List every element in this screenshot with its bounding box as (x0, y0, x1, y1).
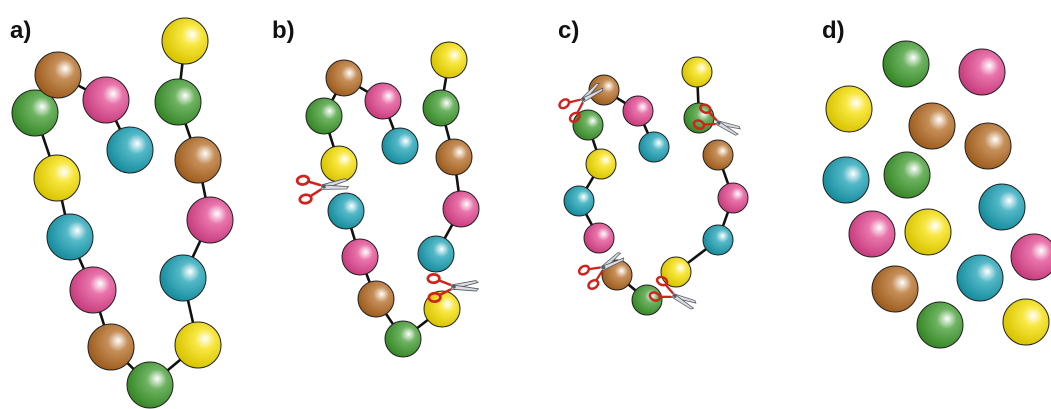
bead-icon-pink (442, 190, 480, 228)
bead-icon-green (154, 78, 202, 126)
bead-icon-brown (34, 51, 82, 99)
panel-label-a: a) (10, 17, 31, 44)
scissors-icon (426, 272, 480, 303)
bead-icon-green (882, 40, 930, 88)
bead-icon-yellow (174, 321, 222, 369)
bead-icon-pink (583, 222, 615, 254)
bead-icon-green (11, 89, 59, 137)
bead-icon-yellow (1002, 298, 1050, 346)
bead-icon-brown (702, 139, 734, 171)
bead-icon-yellow (660, 256, 692, 288)
bead-icon-cyan (638, 131, 670, 163)
scissors-icon (577, 252, 625, 290)
bead-icon-yellow (320, 145, 358, 183)
bead-icon-pink (958, 48, 1006, 96)
bead-icon-yellow (681, 56, 713, 88)
bead-icon-green (572, 109, 604, 141)
bead-icon-green (916, 301, 964, 349)
bead-icon-pink (69, 266, 117, 314)
bead-icon-green (305, 97, 343, 135)
bead-icon-cyan (159, 254, 207, 302)
scissors-icon (558, 82, 604, 123)
panel-label-b: b) (272, 17, 295, 44)
panel-label-d: d) (822, 17, 845, 44)
bead-icon-cyan (46, 213, 94, 261)
bead-icon-green (126, 361, 174, 409)
bead-icon-cyan (822, 156, 870, 204)
bead-icon-green (883, 151, 931, 199)
bead-icon-pink (82, 76, 130, 124)
bead-icon-yellow (904, 208, 952, 256)
bead-icon-brown (871, 265, 919, 313)
bead-icon-cyan (563, 185, 595, 217)
bead-icon-brown (174, 136, 222, 184)
bead-icon-yellow (33, 154, 81, 202)
bead-icon-cyan (956, 254, 1004, 302)
bead-icon-yellow (825, 85, 873, 133)
bead-icon-brown (87, 323, 135, 371)
bead-icon-cyan (978, 183, 1026, 231)
bead-icon-pink (341, 238, 379, 276)
bead-icon-cyan (106, 126, 154, 174)
bead-icon-green (422, 89, 460, 127)
scissors-icon (295, 174, 350, 205)
bead-icon-yellow (161, 17, 209, 65)
bead-icon-pink (186, 196, 234, 244)
bead-icon-cyan (327, 192, 365, 230)
panel-label-c: c) (558, 17, 579, 44)
bead-icon-cyan (417, 235, 455, 273)
bead-icon-brown (357, 280, 395, 318)
scissors-icon (648, 275, 697, 310)
bead-icon-brown (964, 122, 1012, 170)
bead-icon-pink (1010, 233, 1051, 281)
bead-icon-brown (325, 59, 363, 97)
bead-icon-yellow (423, 290, 461, 328)
bead-icon-pink (717, 182, 749, 214)
bead-icon-pink (848, 210, 896, 258)
bead-icon-pink (622, 95, 654, 127)
scissors-icon (692, 103, 741, 136)
bead-icon-brown (588, 74, 620, 106)
bead-icon-yellow (585, 148, 617, 180)
bead-icon-brown (908, 102, 956, 150)
bead-icon-yellow (430, 41, 468, 79)
bead-icon-brown (435, 138, 473, 176)
bead-icon-pink (364, 82, 402, 120)
bead-icon-cyan (381, 127, 419, 165)
bead-icon-green (384, 320, 422, 358)
bead-icon-cyan (702, 224, 734, 256)
